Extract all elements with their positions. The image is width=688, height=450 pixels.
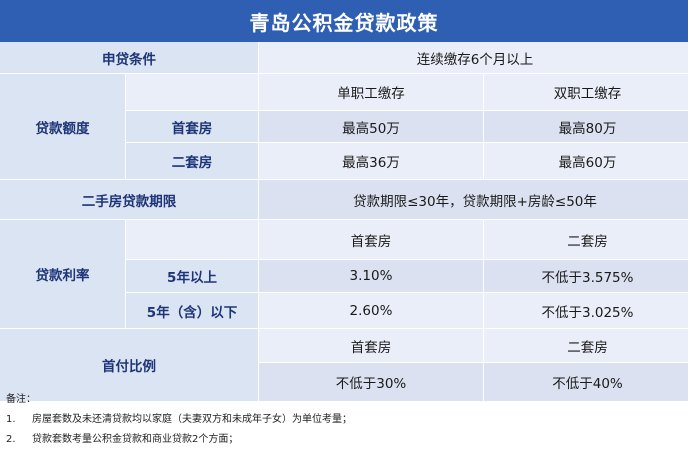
loan-rate-over5-second: 不低于3.575% <box>484 260 688 292</box>
note-item: 1. 房屋套数及未还清贷款均以家庭（夫妻双方和未成年子女）为单位考量； <box>6 410 682 430</box>
loan-amount-col-double: 双职工缴存 <box>484 74 688 110</box>
notes-section: 备注： 1. 房屋套数及未还清贷款均以家庭（夫妻双方和未成年子女）为单位考量； … <box>6 390 682 450</box>
loan-rate-over5-label: 5年以上 <box>126 260 258 292</box>
note-number: 1. <box>6 414 16 425</box>
loan-rate-under5-label: 5年（含）以下 <box>126 293 258 328</box>
apply-condition-label: 申贷条件 <box>0 42 258 73</box>
down-payment-first: 不低于30% <box>259 363 483 401</box>
note-text: 贷款套数考量公积金贷款和商业贷款2个方面； <box>32 434 239 445</box>
loan-amount-second-single: 最高36万 <box>259 143 483 179</box>
loan-rate-col-second: 二套房 <box>484 220 688 259</box>
loan-rate-under5-first: 2.60% <box>259 293 483 328</box>
loan-amount-col-single: 单职工缴存 <box>259 74 483 110</box>
loan-rate-corner <box>126 220 258 259</box>
loan-amount-second-home-label: 二套房 <box>126 143 258 179</box>
loan-amount-first-home-label: 首套房 <box>126 111 258 142</box>
down-payment-label: 首付比例 <box>0 329 258 401</box>
loan-amount-first-single: 最高50万 <box>259 111 483 142</box>
down-payment-col-second: 二套房 <box>484 329 688 362</box>
loan-amount-corner <box>126 74 258 110</box>
down-payment-col-first: 首套房 <box>259 329 483 362</box>
loan-amount-second-double: 最高60万 <box>484 143 688 179</box>
second-hand-term-label: 二手房贷款期限 <box>0 180 258 219</box>
loan-rate-col-first: 首套房 <box>259 220 483 259</box>
loan-rate-label: 贷款利率 <box>0 220 125 328</box>
note-item: 2. 贷款套数考量公积金贷款和商业贷款2个方面； <box>6 430 682 450</box>
note-number: 2. <box>6 434 16 445</box>
notes-heading: 备注： <box>6 394 36 405</box>
page-title: 青岛公积金贷款政策 <box>0 0 688 42</box>
policy-table: 申贷条件 连续缴存6个月以上 贷款额度 单职工缴存 双职工缴存 首套房 最高50… <box>0 42 688 401</box>
note-text: 房屋套数及未还清贷款均以家庭（夫妻双方和未成年子女）为单位考量； <box>32 414 352 425</box>
loan-rate-over5-first: 3.10% <box>259 260 483 292</box>
loan-amount-first-double: 最高80万 <box>484 111 688 142</box>
loan-rate-under5-second: 不低于3.025% <box>484 293 688 328</box>
down-payment-second: 不低于40% <box>484 363 688 401</box>
apply-condition-value: 连续缴存6个月以上 <box>259 42 688 73</box>
second-hand-term-value: 贷款期限≤30年，贷款期限+房龄≤50年 <box>259 180 688 219</box>
loan-amount-label: 贷款额度 <box>0 74 125 179</box>
